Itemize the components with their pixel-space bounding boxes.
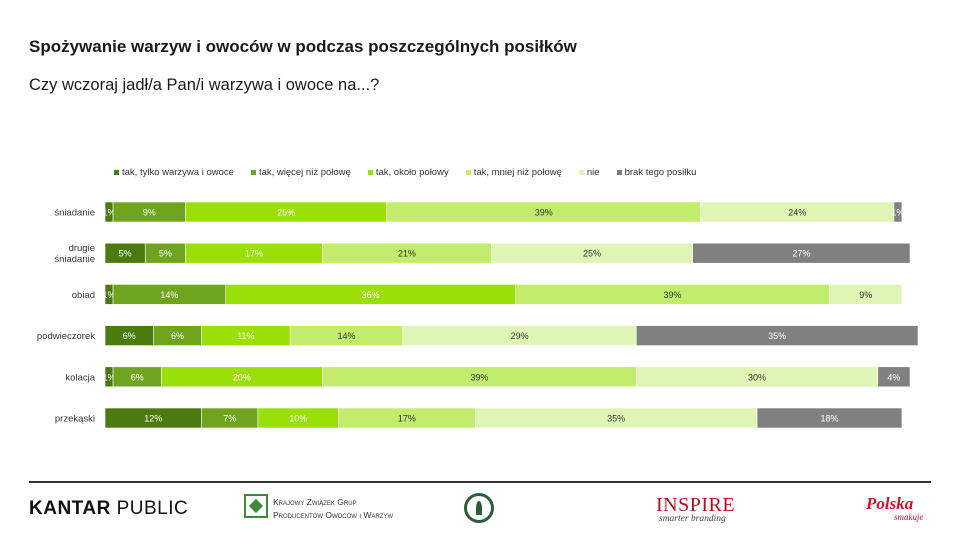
stacked-bar-chart: śniadanie 1% 9% 25% 39% 24% 1%drugieśniadanie5… bbox=[37, 201, 919, 429]
data-label: 20% bbox=[233, 372, 251, 382]
legend-item-0: tak, tylko warzywa i owoce bbox=[114, 167, 234, 178]
kantar-public-logo: KANTAR PUBLIC bbox=[29, 498, 189, 519]
data-label: 27% bbox=[792, 249, 810, 259]
bar-segment bbox=[893, 201, 903, 223]
data-label: 39% bbox=[470, 372, 488, 382]
data-label: 25% bbox=[583, 249, 601, 259]
data-label: 29% bbox=[511, 331, 529, 341]
legend-item-5: brak tego posiłku bbox=[616, 166, 697, 178]
bar-segment bbox=[877, 366, 911, 388]
legend-item-2: tak, około połowy bbox=[367, 166, 449, 178]
polska-smakuje-tagline: smakuje bbox=[894, 512, 924, 522]
legend-label: tak, około połowy bbox=[375, 166, 449, 178]
data-label: 35% bbox=[768, 331, 786, 341]
legend-swatch bbox=[367, 169, 373, 175]
data-label: 30% bbox=[748, 372, 766, 382]
legend-label: tak, tylko warzywa i owoce bbox=[122, 166, 234, 178]
legend-swatch bbox=[114, 169, 119, 175]
category-label: drugie bbox=[69, 243, 95, 254]
data-label: 9% bbox=[859, 290, 872, 300]
polska-smakuje-logo: Polska bbox=[866, 494, 914, 513]
data-label: 6% bbox=[123, 331, 136, 341]
data-label: 36% bbox=[362, 290, 380, 300]
data-label: 21% bbox=[398, 249, 416, 259]
data-label: 39% bbox=[664, 290, 682, 300]
data-label: 17% bbox=[398, 414, 416, 424]
data-label: 12% bbox=[144, 414, 162, 424]
category-label: podwieczorek bbox=[37, 331, 95, 342]
legend-label: tak, więcej niż połowę bbox=[258, 166, 351, 178]
data-label: 14% bbox=[337, 331, 355, 341]
bar-segment bbox=[829, 284, 903, 305]
data-label: 35% bbox=[607, 414, 625, 424]
footer-divider bbox=[29, 481, 931, 483]
legend-swatch bbox=[616, 169, 622, 175]
chart-subtitle: Czy wczoraj jadł/a Pan/i warzywa i owoce… bbox=[29, 76, 380, 94]
kzg-logo-text: Krajowy Związek Grup Producentów Owoców … bbox=[273, 497, 394, 520]
data-label: 10% bbox=[289, 414, 307, 424]
legend-label: tak, mniej niż połowę bbox=[473, 166, 562, 178]
inspire-tagline: smarter branding bbox=[659, 514, 726, 524]
chart-legend: tak, tylko warzywa i owoce tak, więcej ni… bbox=[114, 165, 713, 179]
chart-title: Spożywanie warzyw i owoców w podczas pos… bbox=[29, 37, 577, 56]
data-label: 24% bbox=[788, 208, 806, 218]
category-label: kolacja bbox=[65, 372, 95, 383]
data-label: 14% bbox=[160, 290, 178, 300]
legend-item-1: tak, więcej niż połowę bbox=[250, 166, 351, 178]
data-label: 9% bbox=[143, 208, 156, 218]
data-label: 5% bbox=[119, 249, 132, 259]
data-label: 1% bbox=[103, 372, 116, 382]
data-label: 7% bbox=[223, 414, 236, 424]
kzg-logo-icon bbox=[244, 494, 268, 518]
legend-item-3: tak, mniej niż połowę bbox=[465, 166, 562, 178]
bar-segment bbox=[692, 242, 911, 264]
inspire-logo: INSPIRE bbox=[656, 494, 736, 516]
legend-swatch bbox=[250, 169, 256, 175]
data-label: 6% bbox=[131, 372, 144, 382]
data-label: 1% bbox=[103, 208, 116, 218]
data-label: 4% bbox=[887, 372, 900, 382]
legend-swatch bbox=[578, 169, 584, 175]
data-label: 1% bbox=[891, 208, 904, 218]
legend-item-4: nie bbox=[578, 166, 600, 178]
category-label: śniadanie bbox=[54, 254, 95, 265]
data-label: 11% bbox=[237, 331, 254, 341]
data-label: 18% bbox=[820, 414, 838, 424]
data-label: 17% bbox=[245, 249, 263, 259]
data-label: 5% bbox=[159, 249, 172, 259]
legend-swatch bbox=[465, 169, 471, 175]
bar-segment bbox=[756, 407, 903, 429]
category-label: obiad bbox=[72, 290, 95, 301]
data-label: 6% bbox=[171, 331, 184, 341]
legend-label: brak tego posiłku bbox=[624, 166, 697, 178]
data-label: 39% bbox=[535, 208, 553, 218]
legend-label: nie bbox=[586, 166, 600, 178]
data-label: 25% bbox=[277, 208, 295, 218]
data-label: 1% bbox=[103, 290, 116, 300]
bar-segment bbox=[635, 325, 919, 346]
seal-logo-icon bbox=[464, 493, 494, 523]
category-label: śniadanie bbox=[54, 208, 95, 219]
category-label: przekąski bbox=[55, 414, 95, 425]
